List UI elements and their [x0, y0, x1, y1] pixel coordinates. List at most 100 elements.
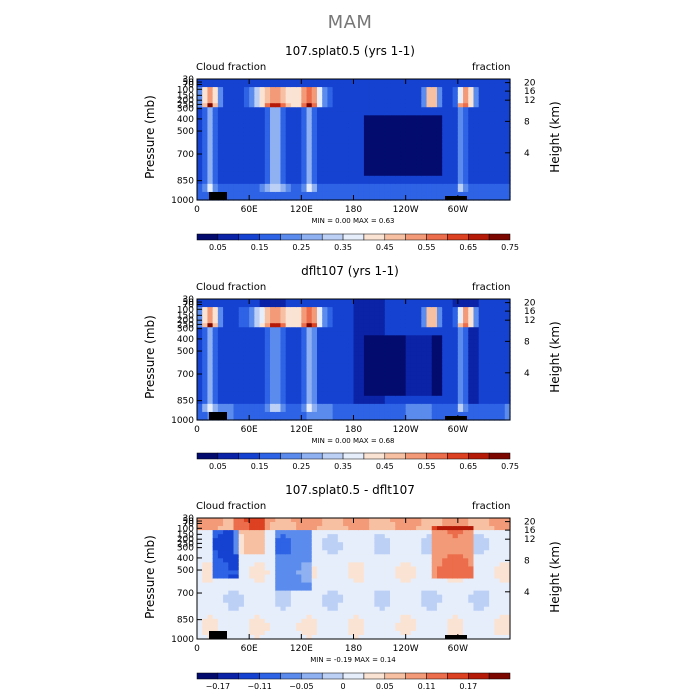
heatmap-cell — [504, 99, 511, 104]
heatmap-cell — [489, 351, 495, 357]
heatmap-cell — [436, 415, 443, 421]
heatmap-cell — [499, 351, 506, 357]
heatmap-cell — [400, 99, 407, 104]
heatmap-cell — [395, 387, 402, 393]
heatmap-cell — [442, 395, 448, 401]
heatmap-cell — [280, 375, 287, 381]
heatmap-cell — [395, 303, 402, 308]
heatmap-cell — [421, 403, 428, 409]
heatmap-cell — [416, 351, 422, 357]
heatmap-cell — [400, 562, 407, 567]
heatmap-cell — [400, 570, 407, 576]
heatmap-cell — [228, 610, 235, 616]
heatmap-cell — [379, 614, 386, 620]
heatmap-cell — [483, 343, 490, 348]
heatmap-cell — [400, 167, 407, 173]
heatmap-cell — [416, 371, 422, 377]
heatmap-cell — [259, 399, 266, 405]
heatmap-cell — [306, 538, 313, 543]
heatmap-cell — [223, 363, 229, 369]
heatmap-cell — [202, 630, 209, 636]
heatmap-cell — [212, 99, 219, 104]
heatmap-cell — [217, 530, 224, 535]
heatmap-cell — [421, 147, 428, 153]
heatmap-cell — [504, 195, 511, 201]
heatmap-cell — [478, 175, 485, 181]
heatmap-cell — [400, 634, 407, 640]
heatmap-cell — [301, 383, 308, 389]
heatmap-cell — [416, 299, 422, 304]
heatmap-cell — [264, 578, 271, 584]
heatmap-cell — [363, 407, 370, 413]
heatmap-cell — [322, 395, 329, 401]
heatmap-cell — [405, 195, 412, 201]
heatmap-cell — [285, 526, 292, 531]
heatmap-cell — [207, 566, 214, 572]
heatmap-cell — [322, 538, 329, 543]
heatmap-cell — [483, 95, 490, 100]
heatmap-cell — [348, 111, 355, 116]
heatmap-cell — [358, 383, 365, 389]
heatmap-cell — [369, 550, 375, 555]
heatmap-cell — [337, 103, 344, 108]
heatmap-cell — [343, 598, 349, 604]
heatmap-cell — [285, 586, 292, 592]
heatmap-cell — [249, 618, 255, 624]
heatmap-cell — [301, 103, 308, 108]
heatmap-cell — [301, 139, 308, 145]
heatmap-cell — [400, 155, 407, 161]
heatmap-cell — [379, 347, 386, 353]
heatmap-cell — [353, 562, 360, 567]
heatmap-cell — [270, 582, 276, 588]
heatmap-cell — [494, 83, 501, 88]
heatmap-cell — [296, 151, 302, 157]
heatmap-cell — [358, 343, 365, 348]
heatmap-cell — [259, 395, 266, 401]
heatmap-cell — [379, 626, 386, 632]
heatmap-cell — [452, 323, 459, 328]
heatmap-cell — [332, 574, 339, 580]
heatmap-cell — [431, 391, 438, 397]
heatmap-cell — [285, 610, 292, 616]
heatmap-cell — [207, 614, 214, 620]
heatmap-cell — [483, 139, 490, 145]
colorbar-label: 0.25 — [292, 462, 310, 471]
heatmap-cell — [311, 155, 318, 161]
heatmap-cell — [369, 339, 375, 344]
heatmap-cell — [410, 359, 417, 365]
heatmap-cell — [463, 407, 469, 413]
heatmap-cell — [264, 87, 271, 92]
heatmap-cell — [207, 339, 214, 344]
heatmap-cell — [332, 351, 339, 357]
heatmap-cell — [275, 574, 282, 580]
heatmap-cell — [202, 407, 209, 413]
heatmap-cell — [358, 191, 365, 197]
heatmap-cell — [202, 343, 209, 348]
heatmap-cell — [442, 151, 448, 157]
heatmap-cell — [249, 155, 255, 161]
heatmap-cell — [290, 403, 297, 409]
heatmap-cell — [285, 618, 292, 624]
heatmap-cell — [296, 542, 302, 547]
heatmap-cell — [212, 155, 219, 161]
heatmap-cell — [243, 79, 250, 84]
heatmap-cell — [290, 602, 297, 608]
heatmap-cell — [259, 355, 266, 361]
heatmap-cell — [207, 403, 214, 409]
heatmap-cell — [353, 634, 360, 640]
heatmap-cell — [395, 610, 402, 616]
heatmap-cell — [494, 375, 501, 381]
heatmap-cell — [504, 139, 511, 145]
heatmap-cell — [379, 634, 386, 640]
heatmap-cell — [431, 403, 438, 409]
heatmap-cell — [254, 554, 261, 559]
heatmap-cell — [473, 307, 480, 312]
heatmap-cell — [285, 131, 292, 137]
heatmap-cell — [363, 542, 370, 547]
heatmap-cell — [405, 131, 412, 137]
heatmap-cell — [316, 111, 323, 116]
heatmap-cell — [233, 522, 240, 527]
heatmap-cell — [243, 95, 250, 100]
heatmap-cell — [311, 554, 318, 559]
heatmap-cell — [249, 171, 255, 177]
